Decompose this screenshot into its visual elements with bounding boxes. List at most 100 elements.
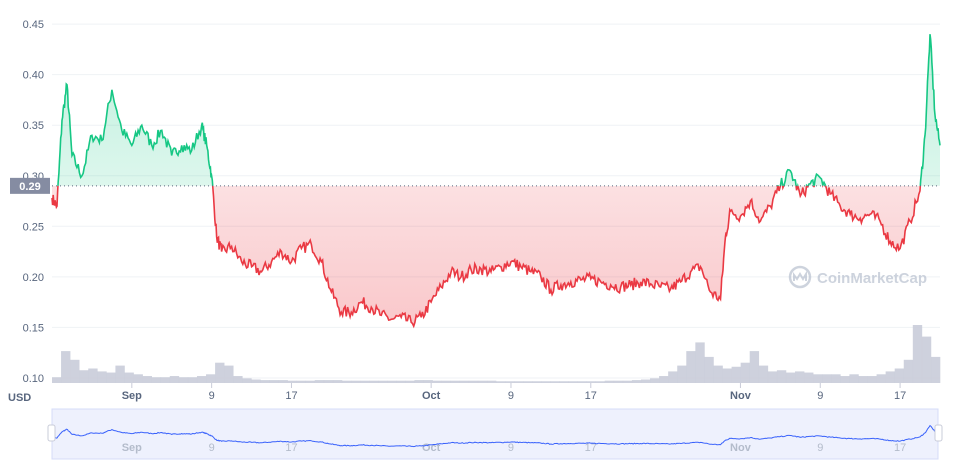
- volume-bar: [731, 366, 741, 383]
- volume-bar: [577, 381, 587, 383]
- navigator-tick-label: 17: [585, 442, 597, 454]
- y-tick-label: 0.10: [23, 373, 44, 385]
- volume-bar: [360, 380, 370, 383]
- volume-bar: [260, 380, 270, 383]
- price-area: [51, 34, 941, 329]
- volume-bar: [785, 372, 796, 383]
- volume-bar: [532, 381, 542, 383]
- volume-bar: [450, 380, 461, 383]
- volume-bar: [278, 380, 288, 383]
- volume-bar: [251, 379, 261, 383]
- volume-bar: [106, 372, 116, 383]
- navigator-tick-label: Sep: [122, 442, 142, 454]
- volume-bar: [550, 381, 560, 383]
- x-axis-ticks: Sep 9 17 Oct 9 17 Nov 9 17: [122, 383, 906, 402]
- volume-bar: [559, 381, 569, 383]
- volume-bar: [459, 380, 470, 383]
- y-axis-ticks: 0.450.400.350.300.250.200.150.10: [23, 19, 44, 385]
- navigator-tick-label: 9: [817, 442, 823, 454]
- volume-bar: [206, 374, 216, 383]
- navigator-handle-right[interactable]: [934, 424, 943, 442]
- navigator-tick-label: 9: [209, 442, 215, 454]
- x-tick-label: 9: [508, 390, 514, 402]
- volume-bar: [151, 377, 162, 383]
- navigator-handle-left[interactable]: [47, 424, 56, 442]
- currency-label: USD: [8, 392, 31, 404]
- navigator-background: [52, 409, 938, 459]
- volume-bar: [613, 380, 624, 383]
- x-tick-label: Sep: [122, 390, 142, 402]
- volume-bar: [622, 380, 633, 383]
- range-navigator[interactable]: Sep 9 17 Oct 9 17 Nov 9 17: [47, 408, 943, 460]
- volume-bar: [813, 374, 823, 383]
- volume-bar: [133, 374, 143, 383]
- volume-bar: [97, 371, 107, 383]
- coinmarketcap-logo-icon: [788, 265, 812, 289]
- volume-bar: [867, 376, 877, 383]
- volume-bar: [686, 351, 696, 383]
- x-tick-label: 9: [817, 390, 823, 402]
- volume-bar: [332, 380, 343, 383]
- x-tick-label: 17: [285, 390, 297, 402]
- volume-bar: [749, 351, 760, 383]
- volume-bar: [505, 381, 515, 383]
- navigator-tick-label: 9: [508, 442, 514, 454]
- volume-bar: [822, 374, 832, 383]
- y-tick-label: 0.40: [23, 70, 44, 82]
- volume-bar: [396, 380, 406, 383]
- volume-bar: [351, 380, 361, 383]
- volume-bar: [677, 365, 687, 383]
- navigator-tick-label: 17: [894, 442, 906, 454]
- volume-bar: [722, 368, 732, 383]
- price-line-above: [57, 34, 941, 186]
- volume-bar: [477, 380, 488, 383]
- area-fill-above: [52, 34, 940, 186]
- volume-bar: [840, 376, 850, 383]
- volume-bar: [831, 374, 841, 383]
- volume-bar: [79, 370, 89, 383]
- y-tick-label: 0.20: [23, 272, 44, 284]
- volume-bar: [876, 374, 886, 383]
- volume-bar: [224, 365, 234, 383]
- y-tick-label: 0.45: [23, 19, 44, 31]
- volume-bar: [187, 377, 198, 383]
- volume-bar: [441, 380, 451, 383]
- navigator-tick-label: Nov: [730, 442, 752, 454]
- volume-bar: [52, 377, 62, 383]
- volume-bar: [468, 380, 479, 383]
- volume-bar: [804, 372, 814, 383]
- volume-bar: [61, 351, 71, 383]
- navigator-labels: Sep 9 17 Oct 9 17 Nov 9 17: [122, 442, 906, 454]
- x-tick-label: Nov: [730, 390, 752, 402]
- volume-bar: [142, 376, 152, 383]
- volume-bar: [323, 380, 334, 383]
- volume-bar: [287, 380, 297, 383]
- volume-bar: [215, 362, 225, 383]
- volume-bar: [795, 371, 805, 383]
- x-tick-label: 17: [585, 390, 597, 402]
- y-tick-label: 0.25: [23, 221, 44, 233]
- volume-bar: [740, 362, 751, 383]
- volume-bar: [486, 380, 497, 383]
- volume-bar: [885, 371, 895, 383]
- volume-bar: [369, 380, 379, 383]
- volume-bar: [405, 380, 415, 383]
- y-tick-label: 0.35: [23, 120, 44, 132]
- volume-bar: [269, 380, 279, 383]
- volume-bar: [659, 376, 669, 383]
- volume-bar: [514, 381, 524, 383]
- volume-bar: [378, 380, 388, 383]
- volume-bar: [88, 368, 98, 383]
- volume-bar: [595, 381, 606, 383]
- volume-bar: [160, 377, 171, 383]
- volume-bar: [70, 359, 80, 383]
- area-fill-below: [52, 185, 921, 327]
- volume-bar: [296, 380, 307, 383]
- volume-bar: [912, 325, 923, 383]
- volume-bar: [242, 378, 252, 383]
- volume-bar: [387, 380, 397, 383]
- volume-bar: [233, 376, 243, 383]
- volume-bar: [169, 376, 180, 383]
- volume-bar: [640, 379, 651, 383]
